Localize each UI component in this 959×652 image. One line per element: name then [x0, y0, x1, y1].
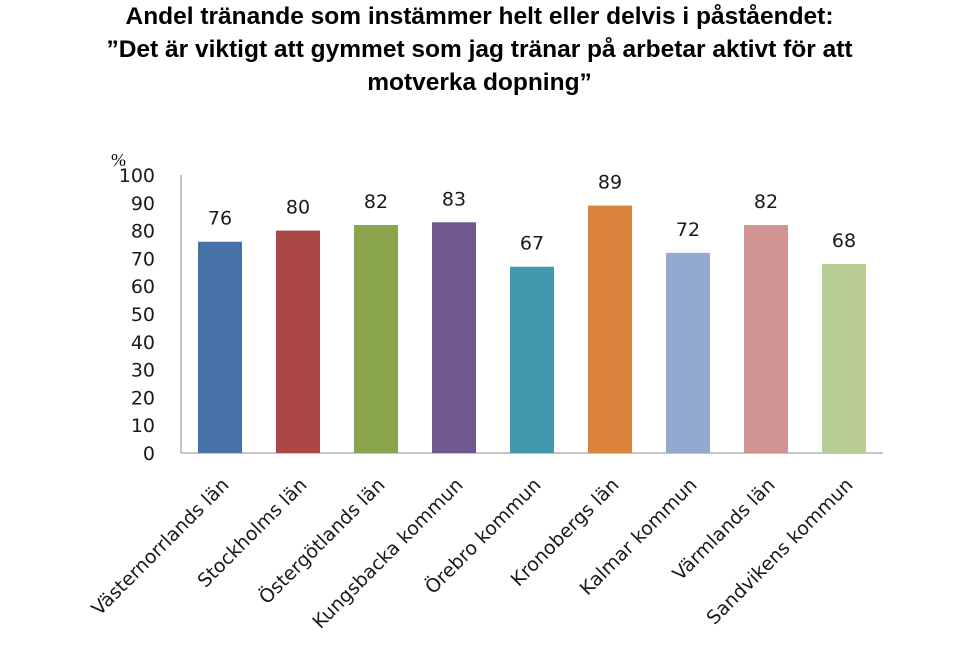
y-axis-label: %	[111, 150, 126, 170]
data-label: 82	[754, 191, 778, 213]
x-tick-label: Västernorrlands län	[87, 474, 233, 620]
y-tick-label: 90	[131, 193, 155, 215]
bar	[510, 266, 554, 453]
data-label: 89	[598, 172, 622, 194]
bar	[198, 241, 242, 453]
y-tick-label: 60	[131, 276, 155, 298]
data-label: 80	[286, 197, 310, 219]
data-label: 72	[676, 219, 700, 241]
y-tick-label: 0	[143, 443, 155, 465]
y-tick-label: 50	[131, 304, 155, 326]
y-tick-label: 100	[119, 165, 155, 187]
bar	[354, 225, 398, 453]
chart-title: Andel tränande som instämmer helt eller …	[0, 0, 959, 99]
x-tick-label: Östergötlands län	[254, 473, 389, 608]
y-tick-label: 70	[131, 248, 155, 270]
y-tick-label: 40	[131, 332, 155, 354]
x-tick-label: Sandvikens kommun	[702, 474, 857, 629]
bar	[822, 263, 866, 453]
y-tick-label: 80	[131, 221, 155, 243]
x-tick-label: Kungsbacka kommun	[308, 474, 467, 633]
y-tick-label: 30	[131, 360, 155, 382]
chart-title-line-1: Andel tränande som instämmer helt eller …	[125, 3, 834, 30]
data-label: 83	[442, 188, 466, 210]
data-label: 67	[520, 233, 544, 255]
bar	[432, 222, 476, 453]
chart-title-line-3: motverka dopning”	[367, 69, 592, 96]
bar	[744, 225, 788, 453]
bar	[276, 230, 320, 453]
y-tick-label: 10	[131, 415, 155, 437]
data-label: 68	[832, 230, 856, 252]
data-label: 76	[208, 208, 232, 230]
bar	[588, 205, 632, 453]
chart-title-line-2: ”Det är viktigt att gymmet som jag träna…	[106, 36, 853, 63]
y-tick-label: 20	[131, 387, 155, 409]
bar	[666, 252, 710, 453]
data-label: 82	[364, 191, 388, 213]
